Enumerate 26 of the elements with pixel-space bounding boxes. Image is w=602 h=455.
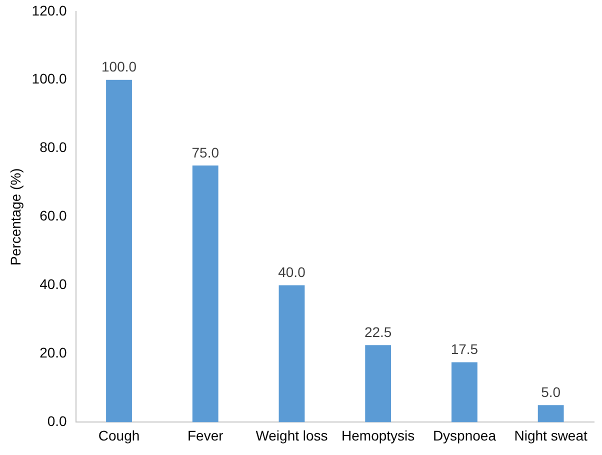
bar: [452, 362, 478, 422]
data-label: 40.0: [278, 264, 306, 280]
bar: [538, 405, 564, 422]
data-label: 100.0: [101, 58, 137, 75]
x-tick-label: Fever: [187, 427, 224, 444]
x-tick-label: Night sweat: [514, 427, 588, 444]
y-tick-label: 100.0: [32, 70, 68, 87]
data-label: 22.5: [364, 324, 392, 340]
y-tick-label: 120.0: [32, 2, 68, 18]
y-tick-label: 40.0: [40, 276, 68, 292]
x-tick-label: Dyspnoea: [432, 427, 496, 444]
y-tick-label: 80.0: [40, 139, 68, 156]
y-axis-title: Percentage (%): [7, 168, 24, 266]
bar: [106, 80, 132, 422]
x-tick-label: Weight loss: [256, 427, 328, 444]
bar: [365, 345, 392, 422]
y-tick-label: 60.0: [40, 208, 68, 224]
data-label: 17.5: [450, 341, 478, 358]
y-tick-label: 0.0: [47, 413, 68, 430]
x-tick-label: Cough: [98, 427, 140, 444]
data-label: 75.0: [192, 144, 220, 160]
y-tick-label: 20.0: [40, 344, 68, 361]
x-tick-label: Hemoptysis: [342, 427, 415, 444]
bar: [192, 165, 218, 422]
data-label: 5.0: [541, 384, 561, 400]
bar: [278, 285, 305, 422]
